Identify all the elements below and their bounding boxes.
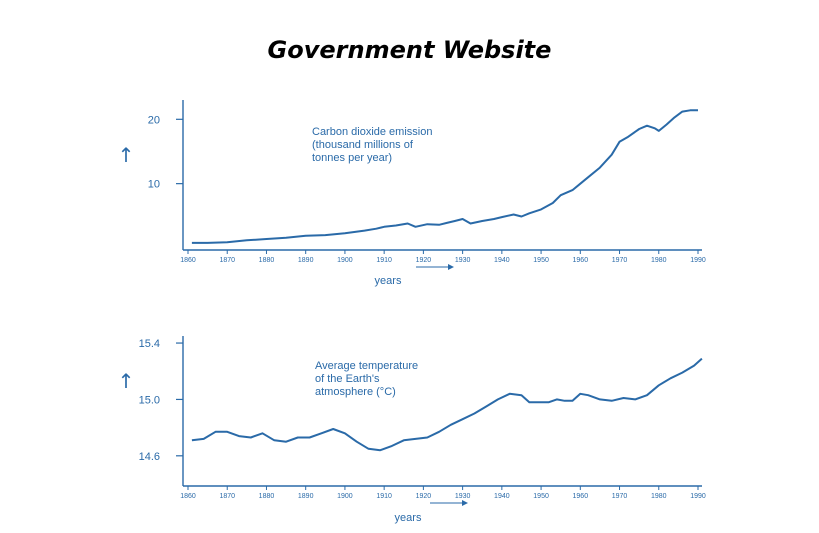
temp-chart-x-tick-label: 1940 xyxy=(494,493,510,500)
temp-chart-x-tick-label: 1960 xyxy=(573,493,589,500)
co2-chart-x-tick-label: 1860 xyxy=(180,257,196,264)
temp-chart-x-tick-label: 1880 xyxy=(259,493,275,500)
co2-chart-series-line xyxy=(191,109,698,244)
temp-chart-annotation-line: of the Earth's xyxy=(315,373,380,385)
temp-chart-annotation-line: Average temperature xyxy=(315,360,418,372)
co2-chart-x-tick-label: 1950 xyxy=(533,257,549,264)
co2-chart-x-tick-label: 1920 xyxy=(416,257,432,264)
co2-chart-x-tick-label: 1910 xyxy=(376,257,392,264)
co2-chart-annotation-line: (thousand millions of xyxy=(312,139,414,151)
co2-chart-y-arrow-icon: ↑ xyxy=(118,143,135,167)
temp-chart-x-tick-label: 1890 xyxy=(298,493,314,500)
co2-chart-y-tick-label: 20 xyxy=(148,114,160,126)
temp-chart-x-tick-label: 1980 xyxy=(651,493,667,500)
co2-chart-x-tick-label: 1900 xyxy=(337,257,353,264)
temp-chart-annotation-line: atmosphere (°C) xyxy=(315,386,396,398)
temp-chart-x-tick-label: 1950 xyxy=(533,493,549,500)
temp-chart-y-tick-label: 15.0 xyxy=(139,394,160,406)
temp-chart-x-tick-label: 1970 xyxy=(612,493,628,500)
temp-chart-x-tick-label: 1900 xyxy=(337,493,353,500)
temp-chart-x-tick-label: 1910 xyxy=(376,493,392,500)
temp-chart-x-tick-label: 1860 xyxy=(180,493,196,500)
temp-chart-x-arrow-head xyxy=(462,500,468,506)
co2-chart-x-arrow-head xyxy=(448,264,454,270)
co2-chart-y-tick-label: 10 xyxy=(148,179,160,191)
temp-chart-x-tick-label: 1930 xyxy=(455,493,471,500)
page-title: Government Website xyxy=(267,36,552,64)
co2-chart-x-tick-label: 1940 xyxy=(494,257,510,264)
co2-chart-x-tick-label: 1880 xyxy=(259,257,275,264)
temp-chart-y-tick-label: 15.4 xyxy=(139,338,160,350)
co2-chart-x-tick-label: 1970 xyxy=(612,257,628,264)
co2-chart-x-axis-title: years xyxy=(375,275,402,287)
co2-chart-x-tick-label: 1980 xyxy=(651,257,667,264)
co2-chart-annotation-line: tonnes per year) xyxy=(312,152,392,164)
temp-chart-x-tick-label: 1990 xyxy=(690,493,706,500)
co2-chart-annotation-line: Carbon dioxide emission xyxy=(312,126,432,138)
co2-chart-x-tick-label: 1960 xyxy=(573,257,589,264)
co2-chart-x-tick-label: 1990 xyxy=(690,257,706,264)
temp-chart-x-axis-title: years xyxy=(395,512,422,524)
temp-chart-series-line xyxy=(191,357,703,452)
temp-chart-x-tick-label: 1920 xyxy=(416,493,432,500)
temp-chart-x-tick-label: 1870 xyxy=(219,493,235,500)
temp-chart-y-arrow-icon: ↑ xyxy=(118,369,135,393)
temp-chart-y-tick-label: 14.6 xyxy=(139,451,160,463)
co2-chart-x-tick-label: 1930 xyxy=(455,257,471,264)
co2-chart-x-tick-label: 1870 xyxy=(219,257,235,264)
co2-chart-x-tick-label: 1890 xyxy=(298,257,314,264)
